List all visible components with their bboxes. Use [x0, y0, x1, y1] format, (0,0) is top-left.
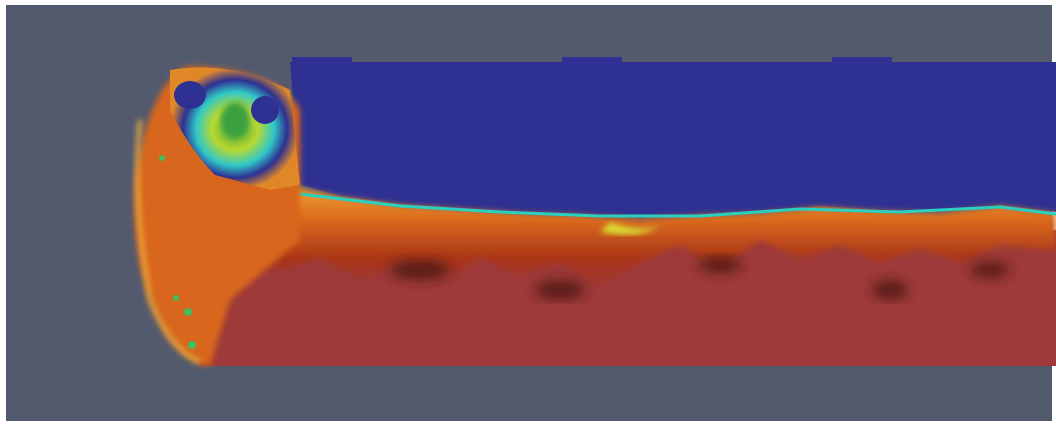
inlet-bump — [562, 57, 622, 63]
vortex-core — [251, 96, 279, 124]
inlet-bump — [832, 57, 892, 63]
vortex-core — [221, 102, 249, 138]
vortex-core — [174, 81, 206, 109]
simulation-view — [0, 0, 1056, 424]
inlet-bump — [292, 57, 352, 63]
upper-fluid — [290, 62, 1056, 218]
page — [0, 0, 1056, 424]
